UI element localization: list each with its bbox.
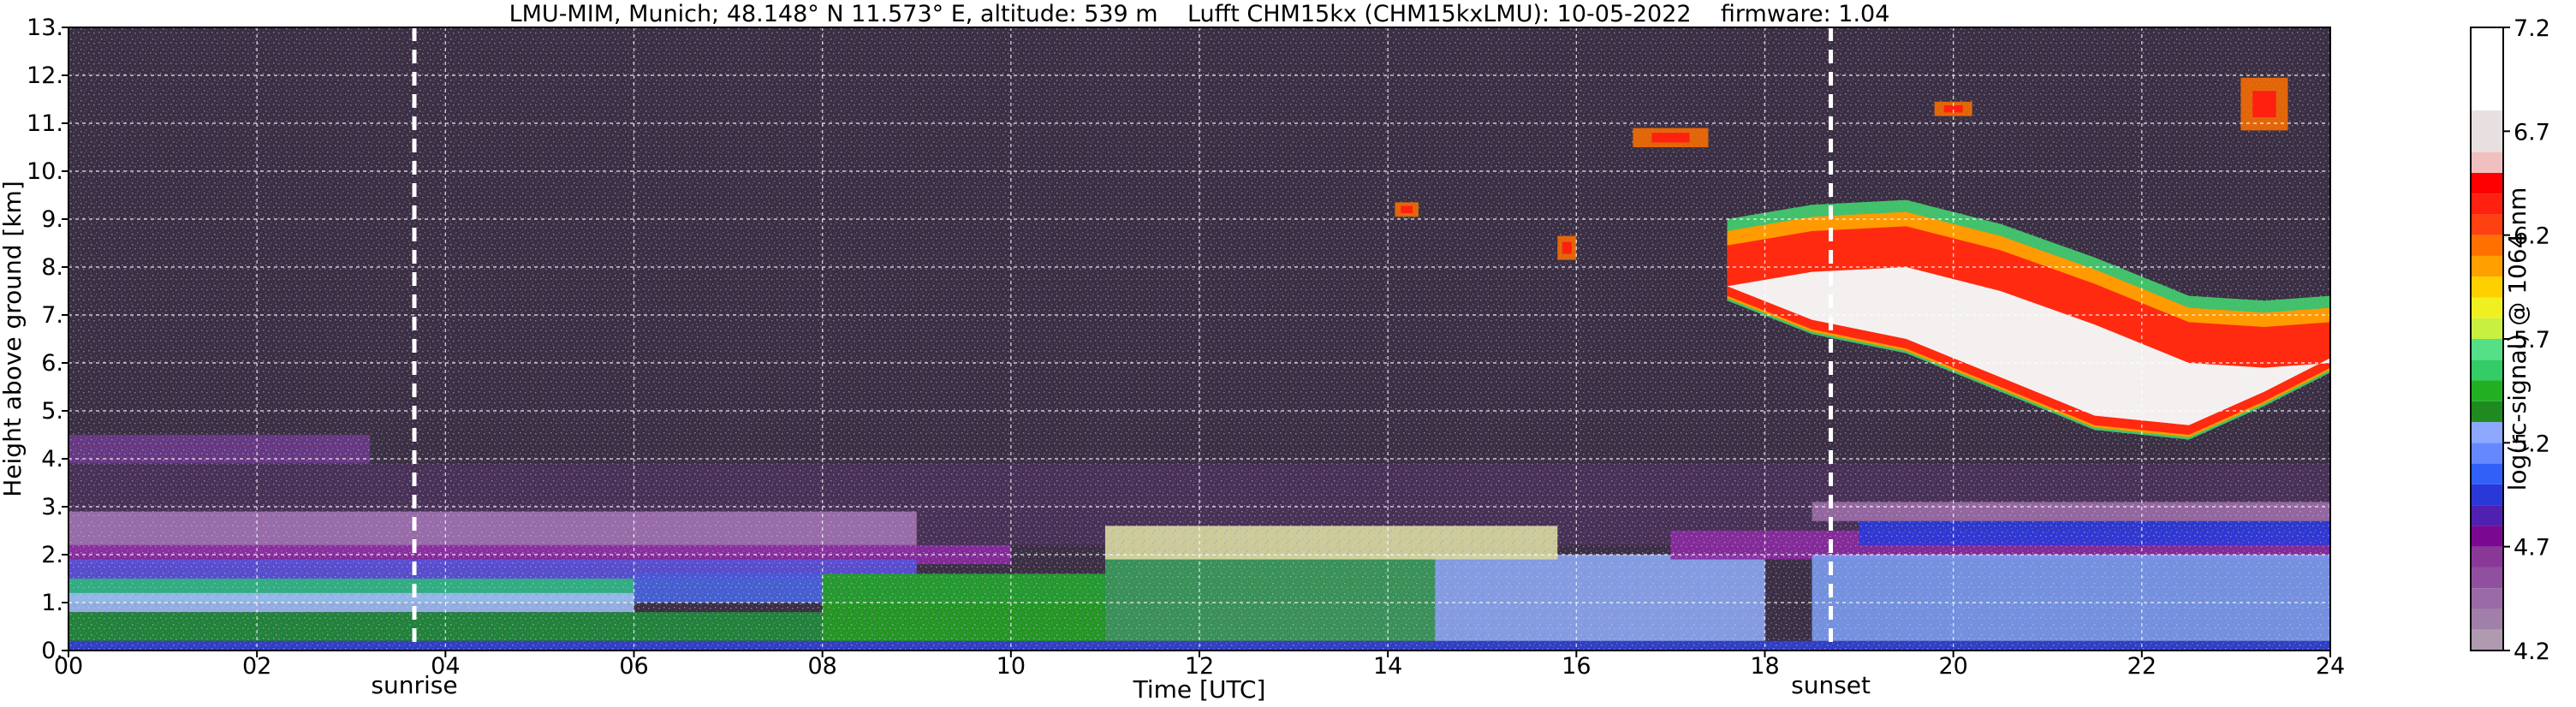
cirrus-patch-core xyxy=(1562,241,1572,254)
y-tick-label-13: 13. xyxy=(27,15,63,41)
cirrus-patch-0 xyxy=(2240,77,2288,131)
x-tick-label-2: 04 xyxy=(431,653,460,680)
y-tick-label-11: 11. xyxy=(27,110,63,137)
x-tick-label-5: 10 xyxy=(996,653,1026,680)
y-tick-label-8: 8. xyxy=(41,254,63,281)
colorbar-tick-label-1: 4.7 xyxy=(2514,535,2550,561)
colorbar-tick-label-6: 7.2 xyxy=(2514,15,2550,42)
x-tick-label-9: 18 xyxy=(1750,653,1779,680)
colorbar-band-6 xyxy=(2471,505,2503,526)
y-tick-label-1: 1. xyxy=(41,590,63,616)
colorbar-ticks: 4.2 4.7 5.2 5.7 6.2 6.7 7.2 xyxy=(2503,15,2550,665)
colorbar-band-8 xyxy=(2471,463,2503,484)
y-tick-label-5: 5. xyxy=(41,398,63,425)
colorbar-band-25 xyxy=(2471,27,2503,111)
cirrus-patch-core xyxy=(1943,105,1963,113)
y-tick-label-9: 9. xyxy=(41,206,63,233)
y-tick-label-10: 10. xyxy=(27,158,63,185)
colorbar-band-16 xyxy=(2471,297,2503,318)
colorbar-tick-label-4: 6.2 xyxy=(2514,223,2550,250)
colorbar-band-5 xyxy=(2471,526,2503,547)
x-tick-label-1: 02 xyxy=(242,653,271,680)
colorbar-band-12 xyxy=(2471,380,2503,401)
cloud-layer xyxy=(1395,77,2330,440)
y-tick-label-0: 0. xyxy=(41,638,63,664)
y-tick-label-2: 2. xyxy=(41,542,63,568)
x-tick-label-10: 20 xyxy=(1938,653,1967,680)
x-tick-label-12: 24 xyxy=(2316,653,2345,680)
colorbar-band-20 xyxy=(2471,214,2503,235)
sunrise-label: sunrise xyxy=(371,671,457,699)
colorbar-band-10 xyxy=(2471,422,2503,443)
colorbar-band-24 xyxy=(2471,110,2503,152)
colorbar-band-13 xyxy=(2471,359,2503,381)
colorbar-band-11 xyxy=(2471,401,2503,423)
colorbar-tick-label-5: 6.7 xyxy=(2514,119,2550,146)
x-axis-ticks: 00 02 04 06 08 10 12 14 16 18 20 22 24 xyxy=(54,651,2345,680)
colorbar-band-3 xyxy=(2471,567,2503,589)
colorbar-band-0 xyxy=(2471,629,2503,651)
cirrus-patch-core xyxy=(1651,133,1690,143)
colorbar-label: log(rc-signal) @ 1064 nm xyxy=(2503,187,2531,491)
plot-grid xyxy=(68,27,2330,651)
y-axis-label: Height above ground [km] xyxy=(0,181,27,497)
colorbar-tick-label-0: 4.2 xyxy=(2514,639,2550,665)
cirrus-patch-3 xyxy=(1395,202,1419,217)
y-tick-label-7: 7. xyxy=(41,302,63,329)
colorbar-band-9 xyxy=(2471,443,2503,464)
colorbar-band-7 xyxy=(2471,484,2503,506)
colorbar-band-21 xyxy=(2471,193,2503,215)
colorbar-band-1 xyxy=(2471,609,2503,630)
x-tick-label-11: 22 xyxy=(2127,653,2157,680)
cirrus-patch-core xyxy=(1401,205,1413,213)
x-tick-label-6: 12 xyxy=(1185,653,1214,680)
sunset-label: sunset xyxy=(1791,671,1871,699)
y-axis-ticks: 0. 1. 2. 3. 4. 5. 6. 7. 8. 9. 10. 11. 12. 13. xyxy=(27,15,68,664)
colorbar xyxy=(2470,27,2504,651)
x-axis-label: Time [UTC] xyxy=(1133,675,1266,704)
colorbar-band-18 xyxy=(2471,255,2503,277)
sun-annotations: sunrise sunset xyxy=(371,671,1871,699)
sun-event-lines xyxy=(412,27,1834,651)
cirrus-patch-1 xyxy=(1934,101,1972,116)
cloud-band-core xyxy=(1727,267,2330,425)
y-tick-label-12: 12. xyxy=(27,62,63,89)
chart-title: LMU-MIM, Munich; 48.148° N 11.573° E, al… xyxy=(509,1,1890,27)
colorbar-band-15 xyxy=(2471,318,2503,339)
colorbar-band-14 xyxy=(2471,339,2503,360)
x-tick-label-3: 06 xyxy=(619,653,648,680)
y-tick-label-3: 3. xyxy=(41,494,63,520)
cirrus-patch-core xyxy=(2252,91,2276,117)
colorbar-band-17 xyxy=(2471,276,2503,298)
colorbar-band-19 xyxy=(2471,235,2503,256)
cirrus-patch-4 xyxy=(1557,235,1577,260)
cirrus-patch-2 xyxy=(1633,128,1709,147)
y-tick-label-4: 4. xyxy=(41,446,63,472)
colorbar-tick-label-2: 5.2 xyxy=(2514,431,2550,457)
x-tick-label-4: 08 xyxy=(807,653,836,680)
colorbar-band-22 xyxy=(2471,172,2503,194)
x-tick-label-7: 14 xyxy=(1373,653,1402,680)
colorbar-band-23 xyxy=(2471,152,2503,173)
y-tick-label-6: 6. xyxy=(41,350,63,377)
colorbar-band-4 xyxy=(2471,546,2503,567)
colorbar-tick-label-3: 5.7 xyxy=(2514,327,2550,354)
colorbar-band-2 xyxy=(2471,588,2503,609)
x-tick-label-0: 00 xyxy=(54,653,83,680)
x-tick-label-8: 16 xyxy=(1562,653,1591,680)
